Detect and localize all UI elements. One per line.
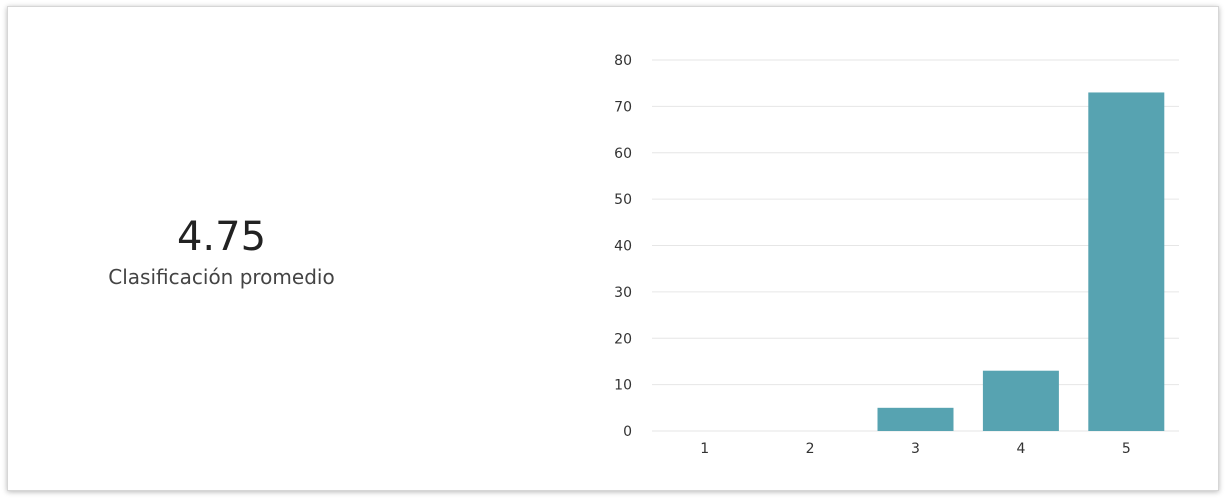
- average-rating-label: Clasificación promedio: [108, 265, 335, 289]
- bar-rating-4[interactable]: [982, 370, 1059, 431]
- y-tick-label: 60: [614, 146, 632, 162]
- x-axis-tick-labels: 1 2 3 4 5: [700, 441, 1131, 457]
- rating-card: 4.75 Clasificación promedio: [7, 6, 1219, 491]
- y-tick-label: 80: [614, 53, 632, 69]
- x-tick-label: 2: [806, 441, 815, 457]
- x-tick-label: 5: [1122, 441, 1131, 457]
- y-tick-label: 20: [614, 331, 632, 347]
- chart-bars: [877, 92, 1165, 432]
- x-tick-label: 3: [911, 441, 920, 457]
- y-tick-label: 10: [614, 378, 632, 394]
- y-tick-label: 70: [614, 99, 632, 115]
- bar-rating-5[interactable]: [1088, 92, 1165, 432]
- x-tick-label: 1: [700, 441, 709, 457]
- y-tick-label: 30: [614, 285, 632, 301]
- y-tick-label: 0: [623, 424, 632, 440]
- y-axis-tick-labels: 0 10 20 30 40 50 60 70 80: [614, 53, 632, 440]
- average-rating-value: 4.75: [176, 214, 267, 260]
- average-summary: 4.75 Clasificación promedio: [69, 212, 374, 292]
- y-tick-label: 50: [614, 192, 632, 208]
- y-tick-label: 40: [614, 239, 632, 255]
- bar-rating-3[interactable]: [877, 407, 954, 431]
- x-tick-label: 4: [1016, 441, 1025, 457]
